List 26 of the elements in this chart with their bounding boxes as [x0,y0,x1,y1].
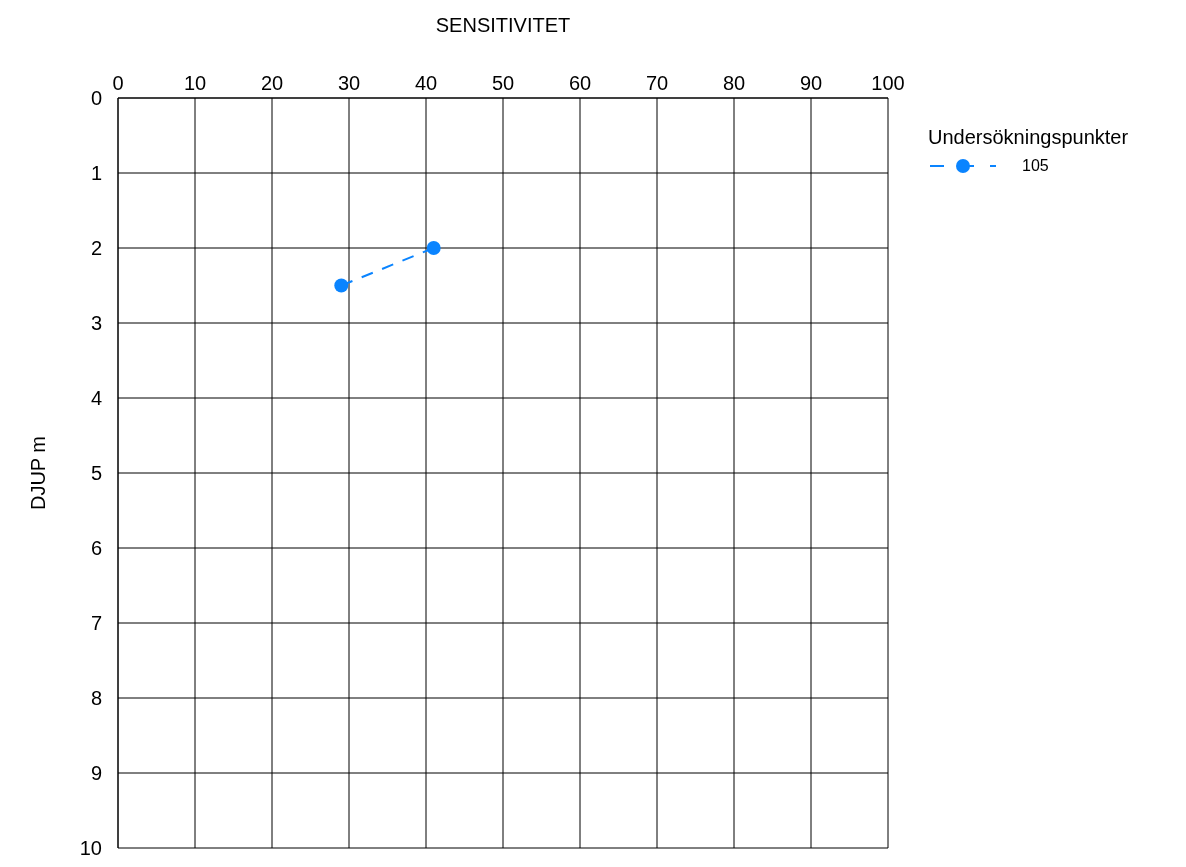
x-tick-label: 0 [112,72,124,94]
y-tick-label: 0 [90,87,102,110]
y-axis-title: DJUP m [27,435,50,511]
y-tick-label: 5 [90,462,102,485]
legend-title: Undersökningspunkter [928,126,1130,149]
legend-label: 105 [1022,157,1049,175]
y-tick-label: 10 [79,837,102,860]
y-tick-label: 6 [90,537,102,560]
y-tick-label: 8 [90,687,102,710]
y-tick-label: 4 [90,387,102,410]
y-tick-label: 1 [90,162,102,185]
x-tick-label: 10 [183,72,207,94]
x-tick-label: 60 [568,72,592,94]
x-tick-label: 80 [722,72,746,94]
y-tick-label: 7 [90,612,102,635]
x-tick-label: 30 [337,72,361,94]
x-tick-label: 50 [491,72,515,94]
x-tick-label: 70 [645,72,669,94]
x-tick-label: 90 [799,72,823,94]
x-tick-label: 40 [414,72,438,94]
x-tick-label: 100 [871,72,905,94]
y-tick-label: 2 [90,237,102,260]
y-tick-label: 9 [90,762,102,785]
x-tick-label: 20 [260,72,284,94]
y-tick-label: 3 [90,312,102,335]
x-axis-title: SENSITIVITET [435,14,571,37]
